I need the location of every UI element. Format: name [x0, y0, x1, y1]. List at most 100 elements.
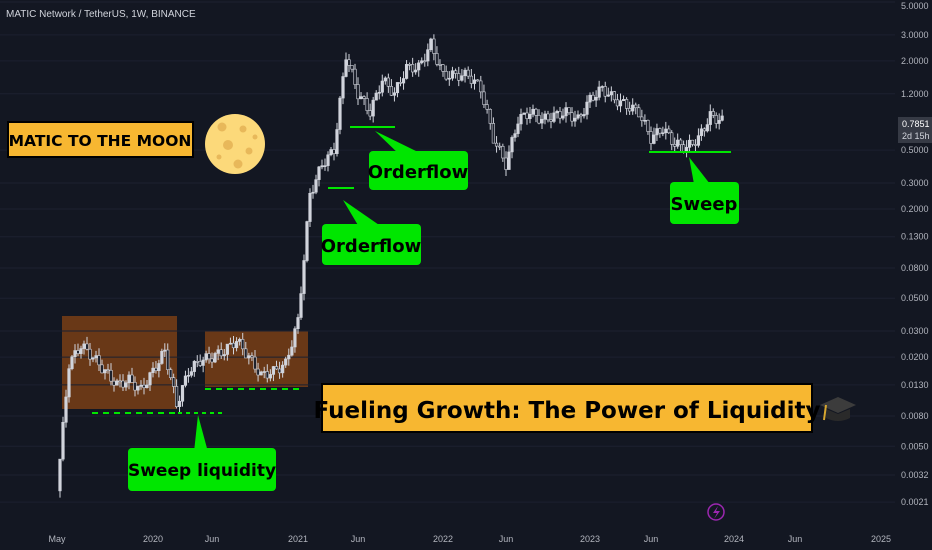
orderflow-1-label-box [369, 151, 468, 190]
sweep-liquidity-label-box [128, 448, 276, 491]
candle-body [540, 118, 544, 124]
candle-body [380, 80, 384, 93]
candle-body [329, 149, 333, 156]
candle-body [404, 64, 409, 79]
y-tick-label: 2.0000 [901, 56, 929, 66]
candle-body [634, 104, 638, 109]
candle-body [485, 104, 489, 110]
candle-body [711, 111, 715, 116]
candle-body [350, 65, 354, 70]
candle-body [603, 86, 607, 97]
candle-body [326, 154, 330, 166]
x-tick-label: Jun [788, 534, 803, 544]
y-tick-label: 0.0500 [901, 293, 929, 303]
candle-body [79, 348, 83, 354]
candle-body [299, 293, 303, 318]
grid [0, 1, 895, 503]
sweep-pointer [689, 157, 710, 184]
candle-body [335, 129, 339, 154]
candle-body [201, 359, 205, 366]
candle-body [472, 79, 477, 84]
candle-body [561, 115, 565, 119]
candle-body [271, 366, 276, 375]
candle-body [341, 76, 345, 99]
candle-body [118, 380, 122, 383]
candle-body [552, 112, 556, 122]
candle-body [398, 82, 403, 84]
candle-body [256, 368, 260, 376]
candle-body [338, 97, 342, 130]
x-tick-label: May [48, 534, 66, 544]
candle-body [241, 339, 245, 350]
candle-body [228, 342, 233, 345]
candle-body [73, 350, 77, 358]
candle-body [163, 349, 167, 352]
candle-body [127, 374, 131, 384]
y-tick-label: 0.0032 [901, 470, 929, 480]
candle-body [323, 165, 327, 167]
candle-body [408, 64, 412, 66]
candle-body [284, 358, 288, 366]
candle-body [615, 99, 620, 107]
candle-body [293, 328, 297, 348]
candle-body [585, 101, 589, 115]
candle-body [368, 110, 372, 117]
candle-body [667, 128, 671, 134]
candle-body [277, 368, 282, 374]
x-tick-label: 2025 [871, 534, 891, 544]
candle-body [444, 71, 448, 80]
candle-body [649, 131, 653, 144]
y-tick-label: 3.0000 [901, 30, 929, 40]
candle-body [466, 69, 470, 77]
candle-body [401, 78, 406, 84]
candle-body [690, 139, 695, 145]
y-tick-label: 0.0050 [901, 441, 929, 451]
candle-body [631, 104, 635, 112]
candle-body [386, 77, 390, 87]
candle-body [175, 386, 179, 407]
candle-body [579, 114, 583, 117]
candle-body [121, 380, 125, 388]
y-tick-label: 0.5000 [901, 145, 929, 155]
candle-body [305, 221, 309, 261]
candle-body [687, 139, 692, 148]
candle-body [624, 99, 629, 109]
candle-body [395, 82, 400, 94]
candle-body [124, 382, 128, 388]
candle-body [640, 116, 644, 121]
candle-body [347, 59, 351, 66]
candle-body [296, 317, 300, 329]
candle-body [606, 94, 610, 97]
range-box-1 [62, 316, 177, 409]
candle-body [204, 353, 208, 361]
candle-body [420, 60, 424, 64]
x-tick-label: 2022 [433, 534, 453, 544]
candle-body [231, 342, 236, 349]
candle-body [265, 371, 269, 379]
candle-body [91, 357, 95, 360]
candle-body [543, 113, 547, 120]
candle-body [332, 149, 336, 154]
candle-body [522, 112, 526, 115]
candle-body [250, 355, 254, 358]
candle-body [160, 350, 164, 364]
candle-body [491, 123, 496, 144]
candle-body [259, 371, 263, 376]
candle-body [432, 38, 436, 54]
candle-body [570, 112, 574, 122]
sweep-liquidity-pointer [194, 415, 208, 452]
candle-body [717, 120, 721, 124]
candle-body [139, 384, 143, 387]
sweep-label-box [670, 182, 739, 224]
candle-body [621, 99, 626, 102]
candle-body [216, 349, 220, 354]
candle-body [482, 91, 486, 105]
candle-body [414, 69, 418, 73]
candle-body [673, 144, 677, 147]
candle-body [64, 396, 68, 423]
candles [58, 34, 724, 498]
candle-body [157, 363, 161, 371]
candle-body [516, 123, 520, 134]
candle-body [234, 341, 239, 349]
